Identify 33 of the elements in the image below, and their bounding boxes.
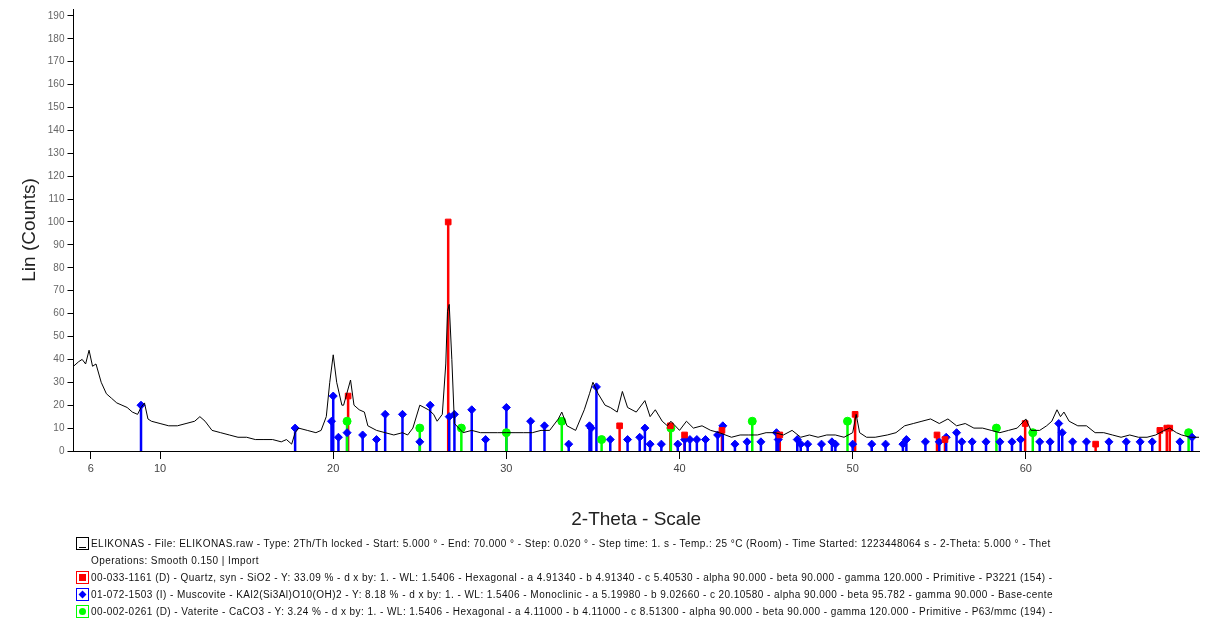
x-tick-label: 50	[846, 461, 859, 474]
y-tick-label: 160	[47, 78, 65, 90]
y-tick-label: 130	[47, 147, 65, 159]
y-axis-title: Lin (Counts)	[17, 178, 39, 282]
legend-label: ELIKONAS - File: ELIKONAS.raw - Type: 2Th/Th locked - Start: 5.000 ° - End: 70.000 ° - Step: 0.020 ° - Step time: 1. s - Temp.: 25 °C (Room) - Time Started: 1223448064 s - 2-Theta: 5.000 ° - Thet Operations: Smooth 0.150 | Import	[91, 537, 1051, 568]
y-tick-label: 10	[53, 421, 65, 433]
y-tick-label: 60	[53, 307, 65, 319]
x-tick-label: 40	[673, 461, 686, 474]
y-tick-label: 120	[47, 169, 65, 181]
y-tick-label: 170	[47, 55, 65, 67]
legend-label: 00-033-1161 (D) - Quartz, syn - SiO2 - Y: 33.09 % - d x by: 1. - WL: 1.5406 - Hexagonal - a 4.91340 - b 4.91340 - c 5.40530 - alpha 90.000 - beta 90.000 - gamma 120.000 - Primitive - P3221 (154) -	[91, 571, 1053, 585]
x-axis-title: 2-Theta - Scale	[571, 507, 702, 529]
x-tick-label: 30	[500, 461, 513, 474]
y-tick-label: 80	[53, 261, 65, 273]
y-tick-label: 20	[53, 398, 65, 410]
x-tick-label: 6	[87, 461, 94, 474]
y-tick-label: 100	[47, 215, 65, 227]
y-tick-label: 140	[47, 124, 65, 136]
x-tick-label: 60	[1019, 461, 1032, 474]
x-tick-label: 20	[327, 461, 340, 474]
x-tick-label: 10	[153, 461, 167, 474]
y-tick-label: 90	[53, 238, 65, 250]
y-tick-label: 70	[53, 284, 65, 296]
y-tick-label: 30	[53, 376, 65, 388]
y-tick-label: 190	[47, 9, 65, 21]
y-tick-label: 0	[58, 444, 65, 456]
y-tick-label: 180	[47, 32, 65, 44]
y-tick-label: 110	[48, 192, 65, 204]
y-tick-label: 40	[53, 353, 65, 365]
y-tick-label: 150	[47, 101, 65, 113]
legend-label: 01-072-1503 (I) - Muscovite - KAl2(Si3Al)O10(OH)2 - Y: 8.18 % - d x by: 1. - WL: 1.5406 - Monoclinic - a 5.19980 - b 9.02660 - c 20.10580 - alpha 90.000 - beta 95.782 - gamma 90.000 - Base-cente	[91, 588, 1054, 602]
legend-label: 00-002-0261 (D) - Vaterite - CaCO3 - Y: 3.24 % - d x by: 1. - WL: 1.5406 - Hexagonal - a 4.11000 - b 4.11000 - c 8.51300 - alpha 90.000 - beta 90.000 - gamma 120.000 - Primitive - P63/mmc (194) -	[91, 605, 1053, 619]
y-tick-label: 50	[53, 330, 65, 342]
